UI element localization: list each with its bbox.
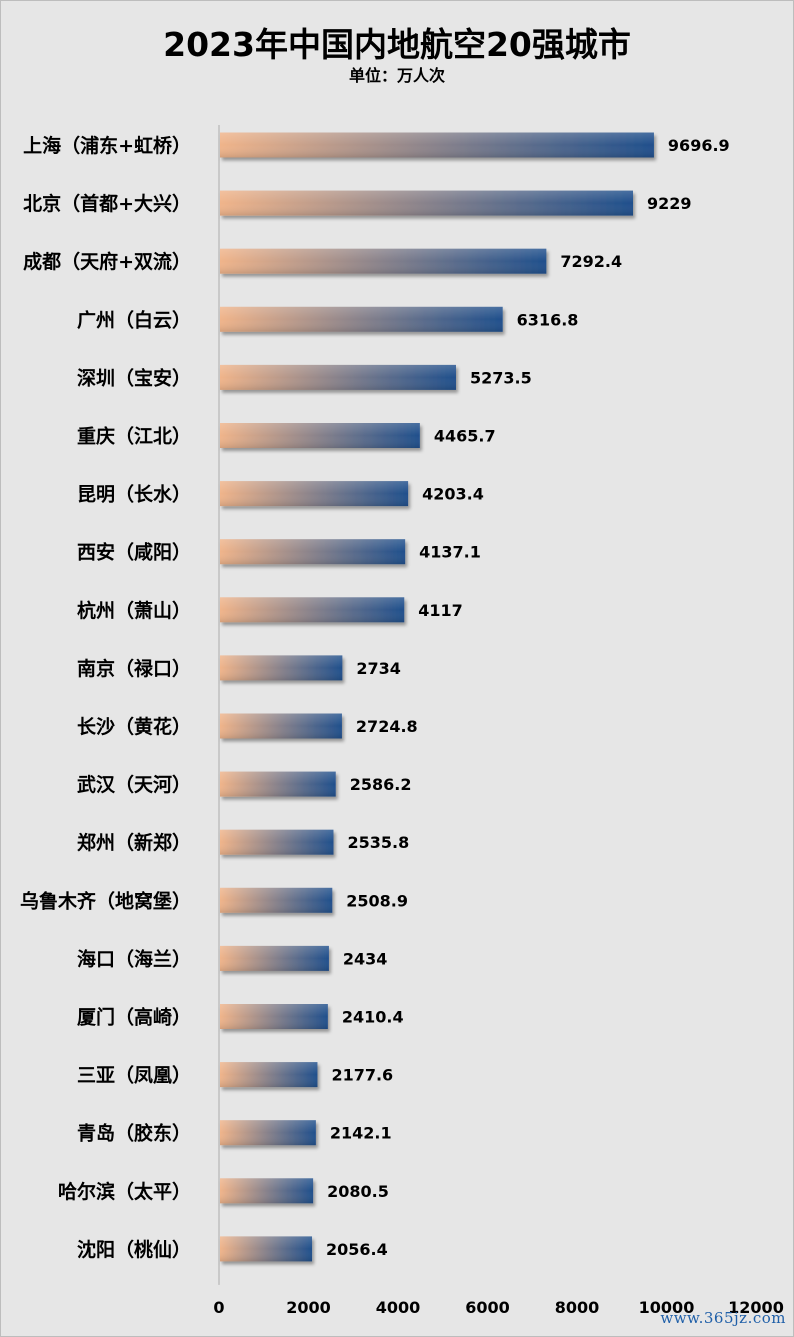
category-label: 青岛（胶东）: [77, 1122, 191, 1145]
category-label: 北京（首都+大兴）: [23, 192, 191, 215]
labels-group: 0 2000 4000 6000 8000 10000 12000 上海（浦东+虹桥） 9696…: [20, 134, 784, 1317]
bar-highlight: [220, 829, 334, 855]
value-label: 2056.4: [326, 1240, 388, 1259]
value-label: 2410.4: [342, 1008, 404, 1027]
x-tick-label: 6000: [465, 1298, 510, 1317]
value-label: 4203.4: [422, 485, 484, 504]
bar-highlight: [220, 713, 342, 739]
bar-highlight: [220, 597, 405, 623]
category-label: 西安（咸阳）: [77, 541, 191, 564]
bar-highlight: [220, 364, 456, 390]
bar-highlight: [220, 248, 547, 274]
bar-highlight: [220, 539, 406, 565]
category-label: 乌鲁木齐（地窝堡）: [20, 889, 191, 912]
category-label: 成都（天府+双流）: [23, 250, 191, 273]
value-label: 5273.5: [470, 368, 532, 387]
x-tick-label: 4000: [376, 1298, 421, 1317]
value-label: 4117: [418, 601, 463, 620]
bar-highlight: [220, 1120, 316, 1146]
x-tick-label: 12000: [728, 1298, 784, 1317]
chart-subtitle: 单位：万人次: [348, 66, 445, 85]
category-label: 长沙（黄花）: [77, 715, 191, 738]
value-label: 2434: [343, 949, 388, 968]
value-label: 9696.9: [668, 136, 730, 155]
value-label: 2508.9: [346, 891, 408, 910]
value-label: 2142.1: [330, 1124, 392, 1143]
category-label: 上海（浦东+虹桥）: [23, 134, 191, 157]
value-label: 2734: [356, 659, 401, 678]
bar-highlight: [220, 1004, 328, 1029]
x-tick-label: 2000: [286, 1298, 331, 1317]
x-tick-label: 10000: [639, 1298, 695, 1317]
category-label: 郑州（新郑）: [77, 831, 191, 854]
bar-highlight: [220, 1062, 318, 1088]
bar-highlight: [220, 1236, 313, 1262]
category-label: 南京（禄口）: [77, 657, 191, 680]
value-label: 4465.7: [434, 427, 496, 446]
x-tick-label: 0: [213, 1298, 224, 1317]
bar-highlight: [220, 887, 333, 913]
bar-highlight: [220, 423, 420, 448]
category-label: 沈阳（桃仙）: [77, 1238, 191, 1261]
category-label: 广州（白云）: [77, 308, 191, 331]
bar-highlight: [220, 132, 654, 158]
bar-highlight: [220, 481, 409, 507]
bar-highlight: [220, 771, 336, 797]
value-label: 7292.4: [560, 252, 622, 271]
category-label: 深圳（宝安）: [77, 366, 191, 389]
category-label: 厦门（高崎）: [77, 1006, 191, 1029]
value-label: 2586.2: [350, 775, 412, 794]
bar-highlight: [220, 306, 503, 332]
bar-highlight: [220, 1178, 314, 1204]
x-tick-label: 8000: [555, 1298, 600, 1317]
bars-group: [220, 132, 654, 1262]
category-label: 重庆（江北）: [77, 425, 191, 448]
category-label: 海口（海兰）: [77, 947, 191, 970]
value-label: 9229: [647, 194, 692, 213]
bar-highlight: [220, 945, 329, 971]
value-label: 6316.8: [517, 310, 579, 329]
chart-title: 2023年中国内地航空20强城市: [163, 25, 631, 64]
value-label: 4137.1: [419, 543, 481, 562]
category-label: 三亚（凤凰）: [77, 1064, 191, 1087]
category-label: 哈尔滨（太平）: [58, 1180, 191, 1203]
bar-highlight: [220, 655, 343, 681]
category-label: 武汉（天河）: [77, 773, 191, 796]
bar-highlight: [220, 190, 633, 216]
category-label: 杭州（萧山）: [77, 599, 191, 622]
value-label: 2724.8: [356, 717, 418, 736]
value-label: 2177.6: [331, 1066, 393, 1085]
watermark: www.365jz.com: [660, 1309, 786, 1327]
category-label: 昆明（长水）: [77, 483, 191, 506]
value-label: 2080.5: [327, 1182, 389, 1201]
value-label: 2535.8: [347, 833, 409, 852]
